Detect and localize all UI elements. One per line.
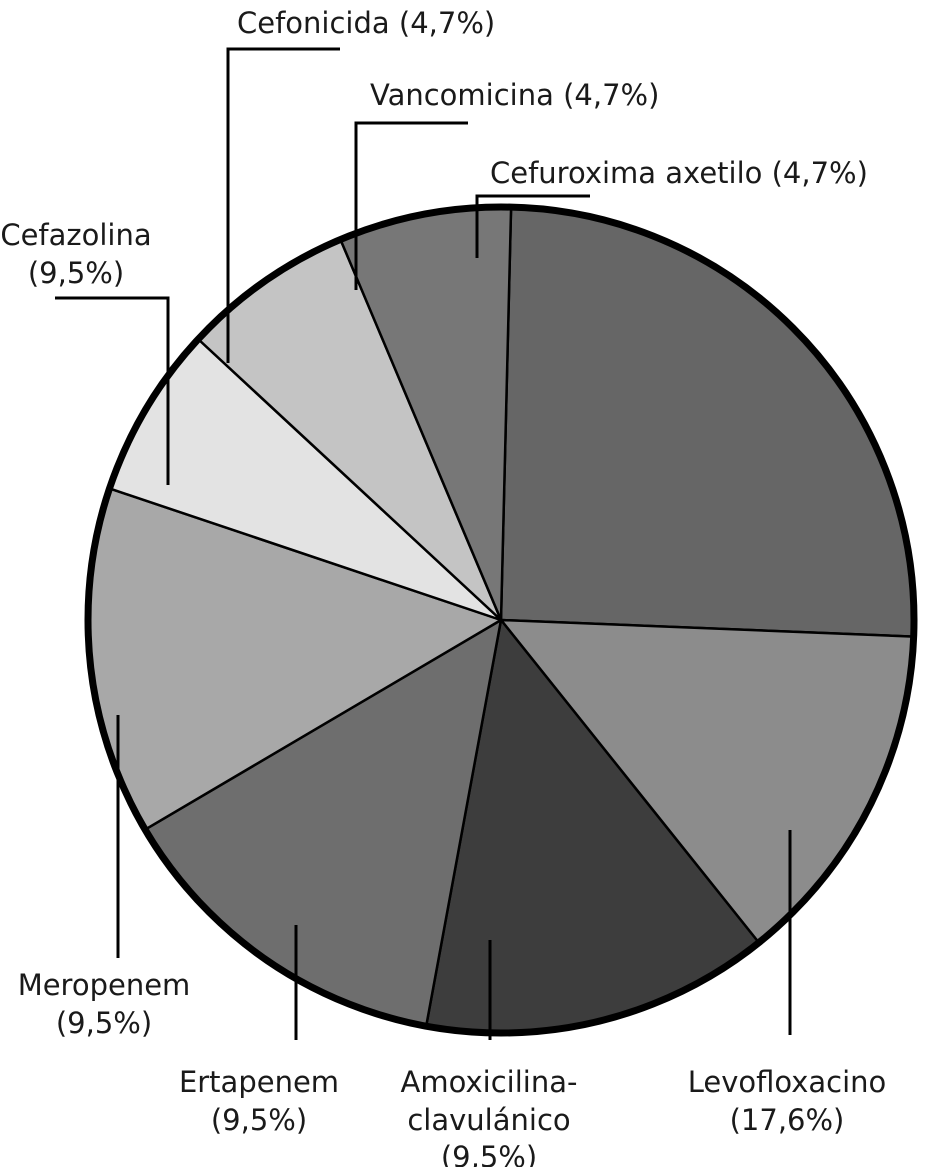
slice-label: Vancomicina (4,7%) [370, 78, 659, 112]
slice-label: Cefonicida (4,7%) [237, 6, 495, 40]
slice-label: (9,5%) [28, 256, 124, 290]
leader-lines [55, 47, 792, 1040]
leader-line [55, 296, 170, 485]
leader-line [226, 47, 340, 363]
slice-label: (9,5%) [56, 1006, 152, 1040]
slice-label: Ertapenem [179, 1065, 339, 1099]
pie-outline [84, 203, 918, 1037]
slice-label: Cefazolina [0, 218, 151, 252]
slice-label: clavulánico [407, 1103, 570, 1137]
slice-label: Levofloxacino [688, 1065, 887, 1099]
slice-label: Amoxicilina- [401, 1065, 578, 1099]
slice-label: (17,6%) [730, 1103, 845, 1137]
slice-label: (9,5%) [441, 1140, 537, 1167]
slice-label: Meropenem [18, 968, 191, 1002]
pie-slice-levofloxacino [499, 205, 916, 638]
slice-label: Cefuroxima axetilo (4,7%) [490, 156, 868, 190]
slice-labels: Levofloxacino (17,6%) Amoxicilina-clavulán… [0, 6, 886, 1167]
slice-label: (9,5%) [211, 1103, 307, 1137]
leader-line [354, 121, 468, 290]
leader-line [475, 194, 590, 258]
